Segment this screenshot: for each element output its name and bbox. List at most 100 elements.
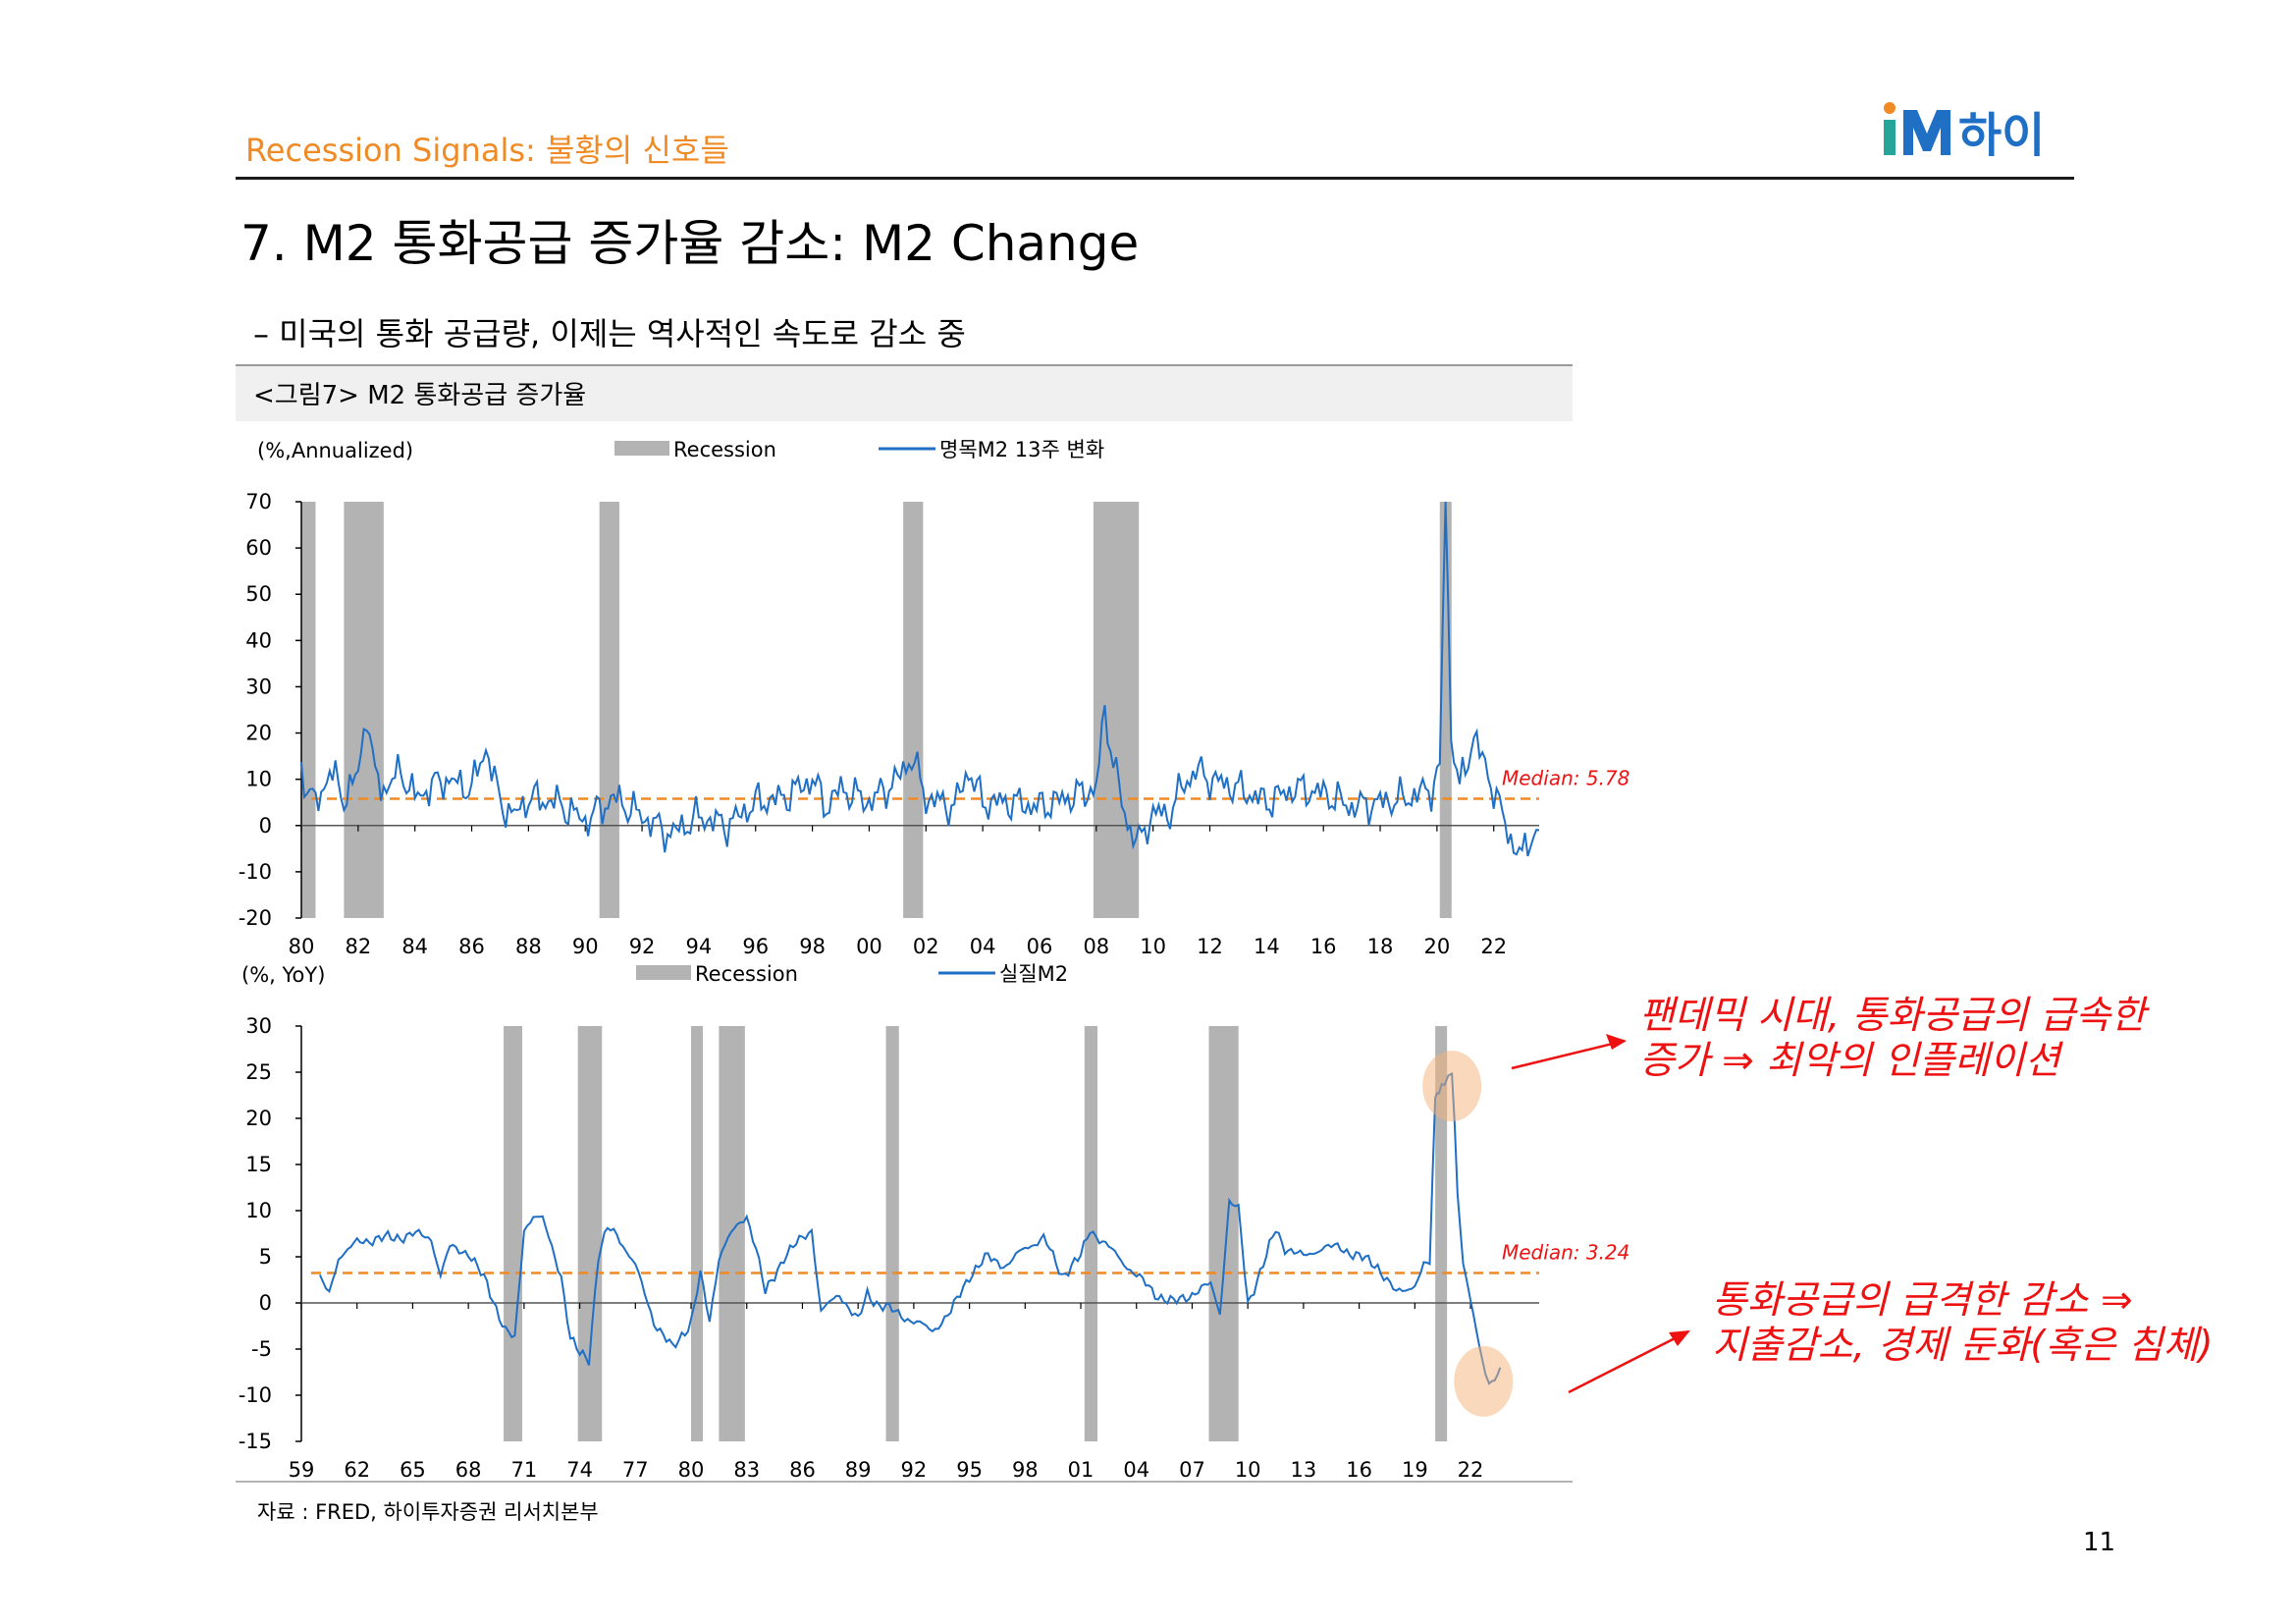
x-tick-label: 59 — [289, 1458, 315, 1482]
y-tick-label: 10 — [245, 768, 272, 791]
annotation-decline-line2: 지출감소, 경제 둔화(혹은 침체) — [1712, 1324, 2214, 1368]
arrow-decline-icon — [1568, 1329, 1690, 1394]
x-tick-label: 16 — [1310, 935, 1337, 958]
y-tick-label: 20 — [245, 722, 272, 745]
arrow-pandemic-head — [1606, 1034, 1627, 1050]
header-rule — [236, 177, 2074, 180]
y-tick-label: -10 — [239, 860, 272, 884]
figure-label-box — [236, 364, 1573, 421]
y-tick-label: 30 — [245, 1014, 272, 1038]
x-tick-label: 16 — [1346, 1458, 1372, 1482]
x-tick-label: 90 — [572, 935, 599, 958]
x-tick-label: 84 — [401, 935, 428, 958]
arrow-pandemic-shaft — [1511, 1039, 1626, 1070]
x-tick-label: 01 — [1068, 1458, 1095, 1482]
chart-1-unit-label: (%,Annualized) — [257, 439, 413, 462]
y-tick-label: 40 — [245, 628, 272, 652]
x-tick-label: 07 — [1179, 1458, 1205, 1482]
annotation-pandemic: 팬데믹 시대, 통화공급의 급속한 증가 ⇒ 최악의 인플레이션 — [1639, 994, 2146, 1084]
y-tick-label: 5 — [259, 1245, 272, 1269]
x-tick-label: 10 — [1235, 1458, 1261, 1482]
x-tick-label: 14 — [1254, 935, 1280, 958]
x-tick-label: 86 — [789, 1458, 816, 1482]
annotation-decline-line1: 통화공급의 급격한 감소 ⇒ — [1712, 1278, 2133, 1323]
x-tick-label: 83 — [733, 1458, 760, 1482]
x-tick-label: 98 — [1012, 1458, 1039, 1482]
x-tick-label: 80 — [289, 935, 315, 958]
y-tick-label: 0 — [259, 1291, 272, 1315]
recession-bar — [344, 502, 384, 918]
bullet-text: – 미국의 통화 공급량, 이제는 역사적인 속도로 감소 중 — [253, 315, 966, 352]
recession-bar — [691, 1026, 704, 1441]
page-title: 7. M2 통화공급 증가율 감소: M2 Change — [240, 215, 1140, 272]
median-label: Median: 5.78 — [1502, 767, 1629, 790]
page-number: 11 — [2083, 1528, 2116, 1557]
y-tick-label: 10 — [245, 1199, 272, 1222]
legend-recession-label: Recession — [695, 962, 798, 986]
x-tick-label: 18 — [1367, 935, 1394, 958]
logo: 하이 — [1884, 102, 2045, 163]
legend-recession-swatch — [614, 441, 669, 456]
arrow-pandemic-icon — [1511, 1034, 1627, 1070]
x-tick-label: 04 — [1123, 1458, 1149, 1482]
y-tick-label: 30 — [245, 675, 272, 698]
y-tick-label: 50 — [245, 582, 272, 606]
legend-recession-swatch — [636, 965, 691, 980]
x-tick-label: 62 — [344, 1458, 370, 1482]
y-tick-label: -20 — [239, 906, 272, 930]
x-tick-label: 92 — [629, 935, 656, 958]
logo-i-icon — [1884, 120, 1896, 155]
arrow-decline-shaft — [1568, 1329, 1689, 1394]
y-tick-label: -10 — [239, 1383, 272, 1407]
x-tick-label: 82 — [345, 935, 371, 958]
legend-recession-label: Recession — [673, 438, 776, 461]
x-tick-label: 12 — [1197, 935, 1223, 958]
annotation-pandemic-line2: 증가 ⇒ 최악의 인플레이션 — [1639, 1039, 2060, 1083]
section-title: Recession Signals: 불황의 신호들 — [245, 132, 729, 169]
y-tick-label: 25 — [245, 1060, 272, 1084]
x-tick-label: 74 — [566, 1458, 593, 1482]
arrow-decline-head — [1669, 1330, 1690, 1346]
y-tick-label: 70 — [245, 490, 272, 514]
y-tick-label: 0 — [259, 814, 272, 838]
series-line-명목M2 13주 변화 — [300, 501, 1540, 857]
x-tick-label: 10 — [1140, 935, 1166, 958]
source-text: 자료 : FRED, 하이투자증권 리서치본부 — [257, 1500, 599, 1524]
x-tick-label: 80 — [678, 1458, 705, 1482]
series-line-실질M2 — [318, 1071, 1502, 1385]
recession-bar — [301, 502, 316, 918]
source-rule — [236, 1481, 1573, 1483]
x-tick-label: 02 — [913, 935, 939, 958]
recession-bar — [577, 1026, 603, 1441]
x-tick-label: 86 — [458, 935, 485, 958]
legend-series-label: 실질M2 — [999, 962, 1068, 986]
x-tick-label: 22 — [1458, 1458, 1484, 1482]
annotation-pandemic-line1: 팬데믹 시대, 통화공급의 급속한 — [1639, 994, 2147, 1038]
logo-m-icon — [1903, 110, 1950, 155]
x-tick-label: 22 — [1480, 935, 1507, 958]
median-label: Median: 3.24 — [1502, 1241, 1629, 1265]
y-tick-label: -5 — [251, 1337, 272, 1361]
x-tick-label: 92 — [901, 1458, 928, 1482]
recession-bar — [1093, 502, 1140, 918]
highlight-trough — [1454, 1345, 1514, 1417]
x-tick-label: 08 — [1083, 935, 1109, 958]
x-tick-label: 98 — [799, 935, 826, 958]
recession-bar — [1208, 1026, 1239, 1441]
recession-bar — [885, 1026, 899, 1441]
x-tick-label: 96 — [742, 935, 769, 958]
legend-series-label: 명목M2 13주 변화 — [939, 438, 1104, 461]
recession-bar — [1435, 1026, 1448, 1441]
figure-label: <그림7> M2 통화공급 증가율 — [253, 381, 587, 410]
x-tick-label: 65 — [400, 1458, 426, 1482]
x-tick-label: 95 — [956, 1458, 983, 1482]
x-tick-label: 88 — [515, 935, 542, 958]
recession-bar — [504, 1026, 522, 1441]
x-tick-label: 04 — [970, 935, 996, 958]
recession-bar — [599, 502, 619, 918]
x-tick-label: 68 — [455, 1458, 482, 1482]
chart-2-unit-label: (%, YoY) — [241, 963, 325, 987]
x-tick-label: 20 — [1424, 935, 1451, 958]
recession-bar — [903, 502, 924, 918]
